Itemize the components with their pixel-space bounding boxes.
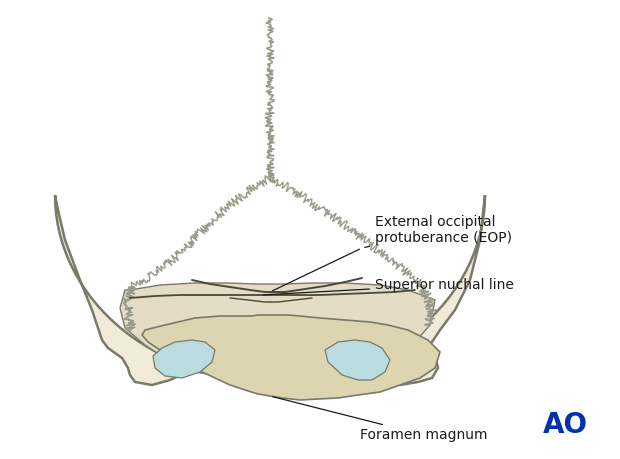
Polygon shape <box>142 315 440 400</box>
Text: External occipital
protuberance (EOP): External occipital protuberance (EOP) <box>365 215 512 247</box>
Text: Superior nuchal line: Superior nuchal line <box>263 278 514 295</box>
Polygon shape <box>325 340 390 380</box>
Polygon shape <box>120 283 435 380</box>
Text: AO: AO <box>542 411 588 439</box>
Polygon shape <box>153 340 215 378</box>
Polygon shape <box>55 195 485 395</box>
Text: Foramen magnum: Foramen magnum <box>273 397 487 442</box>
